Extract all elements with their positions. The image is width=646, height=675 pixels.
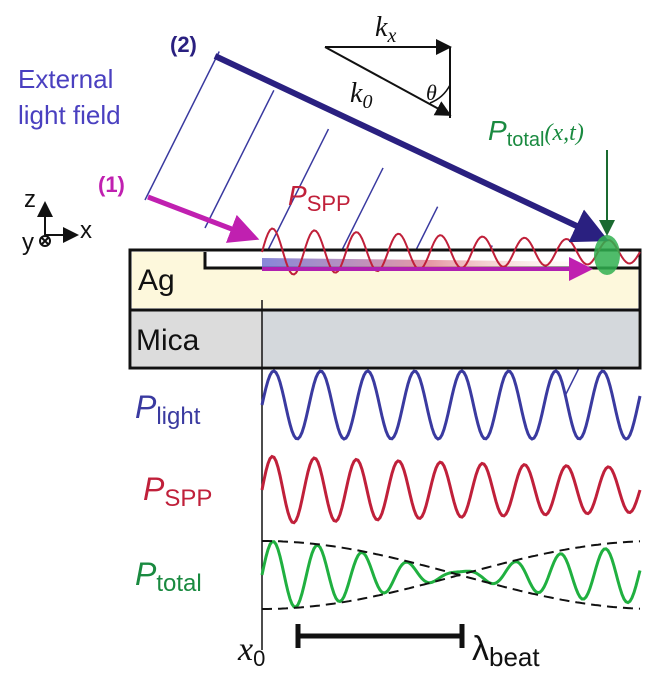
- theta-label: θ: [426, 80, 437, 105]
- kx-label: kx: [375, 12, 396, 47]
- beam-2-label: (2): [170, 32, 197, 57]
- spp-wave: [262, 457, 640, 523]
- probe-spot: [594, 235, 620, 275]
- wavefront: [145, 52, 219, 201]
- x-label: x: [80, 217, 92, 244]
- p-spp-label: PSPP: [143, 471, 212, 512]
- total-wave: [262, 542, 640, 607]
- ag-label: Ag: [138, 264, 175, 297]
- p-total-label: Ptotal: [135, 556, 202, 597]
- light-wave: [262, 371, 640, 439]
- p-spp-top-label: PSPP: [288, 180, 351, 216]
- p-total-top-label: Ptotal(x,t): [488, 115, 584, 151]
- beam-1-arrow: [148, 197, 250, 236]
- k0-label: k0: [350, 78, 372, 113]
- axes-icon: [40, 205, 75, 246]
- mica-label: Mica: [136, 324, 200, 357]
- x0-label: x0: [237, 631, 265, 671]
- beat-scale-bar: [298, 624, 462, 648]
- ag-film: [262, 268, 638, 308]
- y-label: y: [22, 229, 34, 256]
- wavefront: [205, 90, 274, 228]
- z-label: z: [24, 186, 36, 213]
- lambda-beat-label: λbeat: [472, 630, 540, 672]
- diagram: (2) (1) Externallight field kx k0 θ Ptot…: [0, 0, 646, 675]
- p-light-label: Plight: [135, 389, 201, 430]
- beam-1-label: (1): [98, 172, 125, 197]
